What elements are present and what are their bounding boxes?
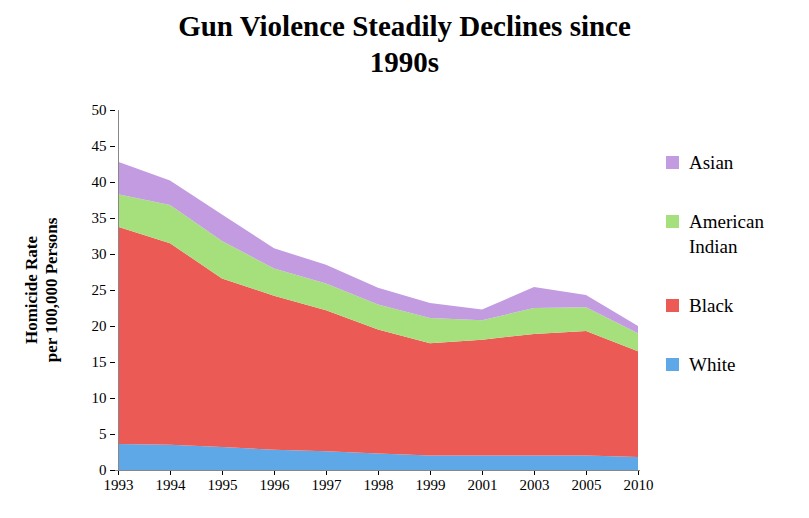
svg-text:5: 5 [99,426,107,442]
svg-text:2003: 2003 [520,477,550,493]
svg-text:1997: 1997 [312,477,343,493]
html-text:American Indian: American Indian [689,211,764,257]
svg-text:35: 35 [92,210,107,226]
svg-text:25: 25 [92,282,107,298]
html-text:Homicide Rate: Homicide Rate [22,236,41,345]
svg-text:2005: 2005 [572,477,602,493]
svg-text:15: 15 [92,354,107,370]
svg-text:2010: 2010 [624,477,654,493]
svg-text:1999: 1999 [416,477,446,493]
svg-text:20: 20 [92,318,107,334]
svg-text:45: 45 [92,138,107,154]
html-text:per 100,000 Persons: per 100,000 Persons [42,217,61,363]
svg-text:10: 10 [92,390,107,406]
html-text:Black: Black [689,295,734,316]
svg-text:40: 40 [92,174,107,190]
html-text:Asian: Asian [689,152,734,173]
svg-text:1994: 1994 [156,477,187,493]
html-text:Gun Violence Steadily Declines: Gun Violence Steadily Declines since 199… [178,10,631,78]
svg-text:1995: 1995 [208,477,238,493]
svg-text:30: 30 [92,246,107,262]
html-text:White: White [689,354,736,375]
svg-text:2001: 2001 [468,477,498,493]
svg-text:50: 50 [92,102,107,118]
svg-text:0: 0 [99,462,107,478]
svg-text:1993: 1993 [104,477,134,493]
svg-text:1996: 1996 [260,477,291,493]
svg-text:1998: 1998 [364,477,394,493]
